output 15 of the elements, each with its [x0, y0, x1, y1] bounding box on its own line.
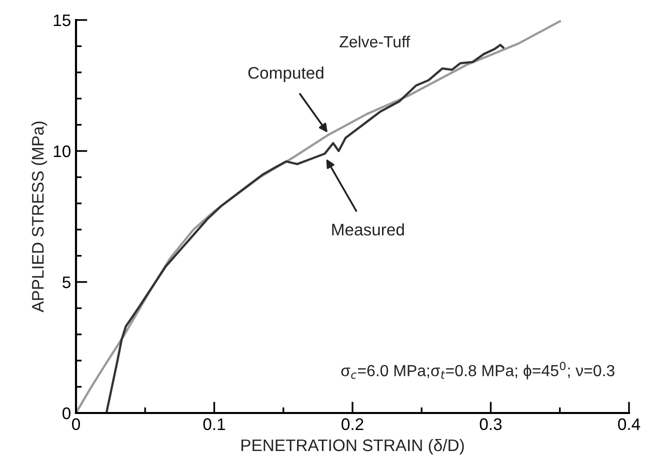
annotation: Zelve-Tuff [340, 36, 410, 48]
annotation: Measured [332, 223, 404, 236]
y-axis-title: APPLIED STRESS (MPa) [32, 122, 48, 312]
x-tick-label: 0.4 [618, 418, 640, 430]
annotation: Computed [248, 66, 324, 82]
x-tick-label: 0 [72, 418, 80, 430]
x-axis-title: PENETRATION STRAIN (δ/D) [242, 438, 464, 454]
x-tick-label: 0.3 [480, 418, 502, 430]
x-tick-label: 0.2 [342, 418, 364, 430]
annotation: σ$_{c}$=6.0 MPa;σ$_{t}$=0.8 MPa; ϕ=45$^{0}$; ν=0.3 [341, 362, 614, 380]
y-tick-label: 15 [54, 14, 70, 26]
y-tick-label: 5 [62, 276, 70, 288]
x-tick-label: 0.1 [203, 418, 226, 430]
y-tick-label: 0 [62, 407, 70, 420]
y-tick-label: 10 [54, 145, 70, 158]
